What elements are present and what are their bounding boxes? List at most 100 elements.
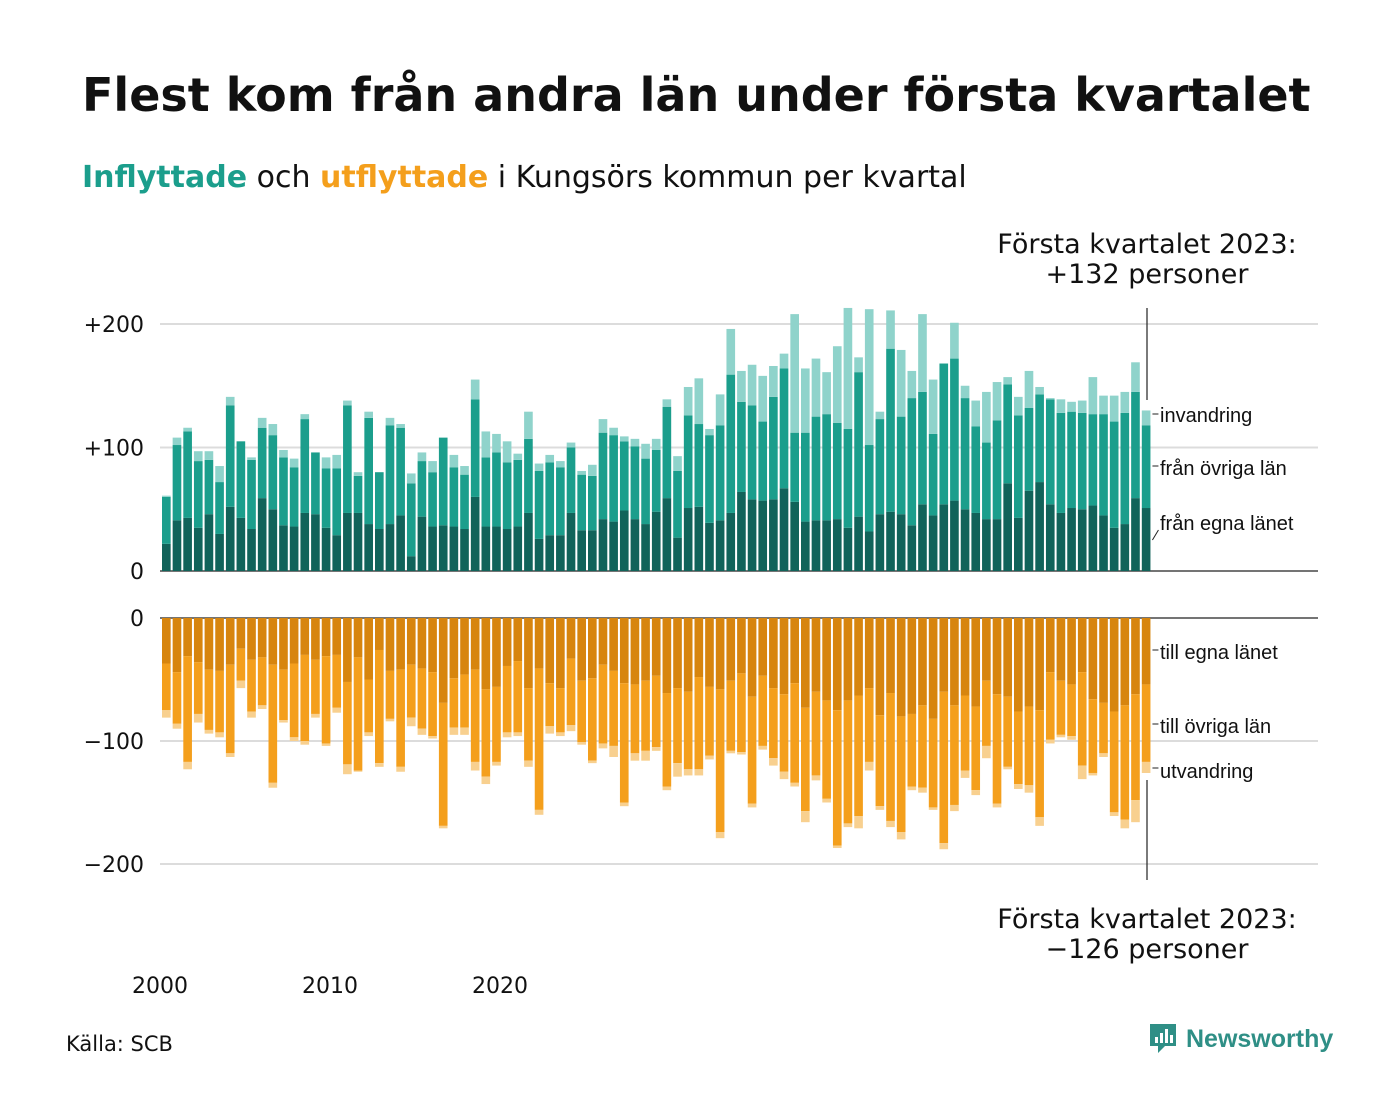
bar-inflow-ovriga [332, 468, 342, 536]
bar-inflow-ovriga [204, 459, 214, 515]
bar-inflow-invandring [1077, 400, 1087, 413]
annotation-top-line1: Första kvartalet 2023: [997, 229, 1296, 260]
bar-outflow-egna [971, 618, 981, 707]
bar-outflow-egna [343, 618, 352, 682]
bar-inflow-egna [1024, 490, 1034, 571]
bar-inflow-egna [715, 520, 725, 571]
bar-inflow-egna [321, 527, 331, 571]
bar-inflow-ovriga [1045, 399, 1055, 505]
bar-inflow-invandring [705, 428, 714, 436]
bar-inflow-invandring [225, 396, 235, 406]
bar-outflow-egna [619, 618, 629, 684]
bar-inflow-egna [619, 510, 629, 571]
bar-outflow-egna [1131, 618, 1140, 695]
bar-inflow-egna [630, 519, 640, 571]
bar-outflow-egna [492, 618, 501, 687]
bar-outflow-ovriga [193, 662, 203, 714]
bar-inflow-invandring [950, 322, 959, 359]
bar-inflow-invandring [1131, 362, 1140, 392]
bar-outflow-egna [460, 618, 469, 675]
brand-logo: Newsworthy [1148, 1022, 1333, 1056]
bar-outflow-ovriga [268, 664, 278, 783]
bar-outflow-egna [524, 618, 533, 689]
bar-outflow-ovriga [343, 681, 352, 765]
bar-inflow-invandring [907, 370, 917, 399]
bar-inflow-egna [598, 519, 608, 571]
bar-inflow-invandring [875, 411, 885, 420]
bar-inflow-invandring [694, 378, 704, 425]
bar-outflow-egna [311, 618, 320, 660]
bar-inflow-ovriga [822, 414, 831, 521]
bar-outflow-ovriga [375, 649, 384, 764]
bar-outflow-egna [183, 618, 192, 657]
bar-inflow-egna [428, 526, 437, 571]
bar-outflow-ovriga [971, 706, 981, 791]
bar-outflow-utvandring [1088, 772, 1098, 776]
bar-inflow-egna [545, 535, 555, 571]
bar-outflow-ovriga [502, 665, 512, 733]
bar-outflow-egna [481, 618, 491, 690]
bar-outflow-egna [1035, 618, 1044, 711]
bar-inflow-egna [1003, 483, 1012, 571]
bar-outflow-ovriga [705, 686, 714, 756]
bar-inflow-egna [300, 512, 310, 571]
bar-inflow-invandring [832, 346, 842, 423]
top-series-label: invandring [1160, 405, 1252, 427]
bottom-y-tick: −100 [84, 730, 144, 755]
bar-inflow-invandring [172, 437, 182, 446]
bar-inflow-egna [801, 521, 810, 571]
bar-inflow-invandring [854, 357, 863, 373]
bar-outflow-egna [375, 618, 384, 650]
top-y-tick: +200 [84, 313, 144, 338]
bar-outflow-ovriga [1120, 705, 1130, 820]
subtitle-outflow: utflyttade [320, 160, 489, 195]
bar-inflow-egna [1045, 504, 1055, 571]
bar-outflow-utvandring [811, 775, 821, 781]
bar-inflow-invandring [364, 411, 373, 418]
bar-outflow-utvandring [832, 845, 842, 849]
bar-inflow-egna [492, 526, 501, 571]
bar-outflow-egna [417, 618, 427, 669]
bar-inflow-invandring [460, 466, 469, 475]
bar-inflow-invandring [726, 328, 736, 375]
subtitle-rest: i Kungsörs kommun per kvartal [488, 160, 967, 195]
bar-outflow-ovriga [438, 702, 448, 826]
bar-inflow-ovriga [982, 442, 991, 520]
bar-outflow-ovriga [449, 678, 459, 728]
bar-outflow-utvandring [662, 786, 672, 791]
bar-outflow-egna [204, 618, 214, 670]
bar-inflow-ovriga [843, 428, 853, 528]
bar-inflow-ovriga [236, 441, 246, 518]
bar-inflow-invandring [1003, 377, 1012, 385]
brand-name: Newsworthy [1186, 1024, 1334, 1053]
bar-outflow-utvandring [598, 743, 608, 749]
bar-inflow-egna [939, 504, 949, 571]
bar-outflow-ovriga [556, 688, 565, 733]
bar-inflow-invandring [1014, 396, 1023, 416]
bar-inflow-invandring [769, 365, 778, 397]
bar-inflow-ovriga [886, 348, 895, 512]
bar-inflow-egna [257, 498, 267, 571]
bar-outflow-egna [875, 618, 885, 716]
bar-outflow-utvandring [162, 710, 171, 718]
bar-outflow-utvandring [651, 747, 661, 751]
bar-inflow-invandring [1141, 410, 1151, 426]
bar-inflow-invandring [428, 461, 437, 473]
bar-inflow-invandring [534, 463, 544, 471]
bar-outflow-utvandring [971, 790, 981, 796]
bar-outflow-ovriga [1141, 684, 1151, 762]
bar-inflow-egna [918, 504, 927, 571]
bar-inflow-egna [225, 506, 235, 571]
bar-outflow-ovriga [1099, 702, 1108, 754]
bar-outflow-egna [726, 618, 736, 681]
bar-outflow-ovriga [225, 664, 235, 754]
bar-outflow-utvandring [172, 723, 182, 729]
bar-outflow-egna [406, 618, 416, 665]
bar-inflow-invandring [162, 495, 171, 497]
bar-inflow-ovriga [694, 424, 704, 507]
bar-inflow-egna [726, 512, 736, 571]
bar-inflow-egna [183, 517, 192, 571]
bar-inflow-invandring [577, 470, 586, 475]
bar-outflow-ovriga [385, 670, 395, 719]
bar-outflow-utvandring [950, 804, 959, 812]
